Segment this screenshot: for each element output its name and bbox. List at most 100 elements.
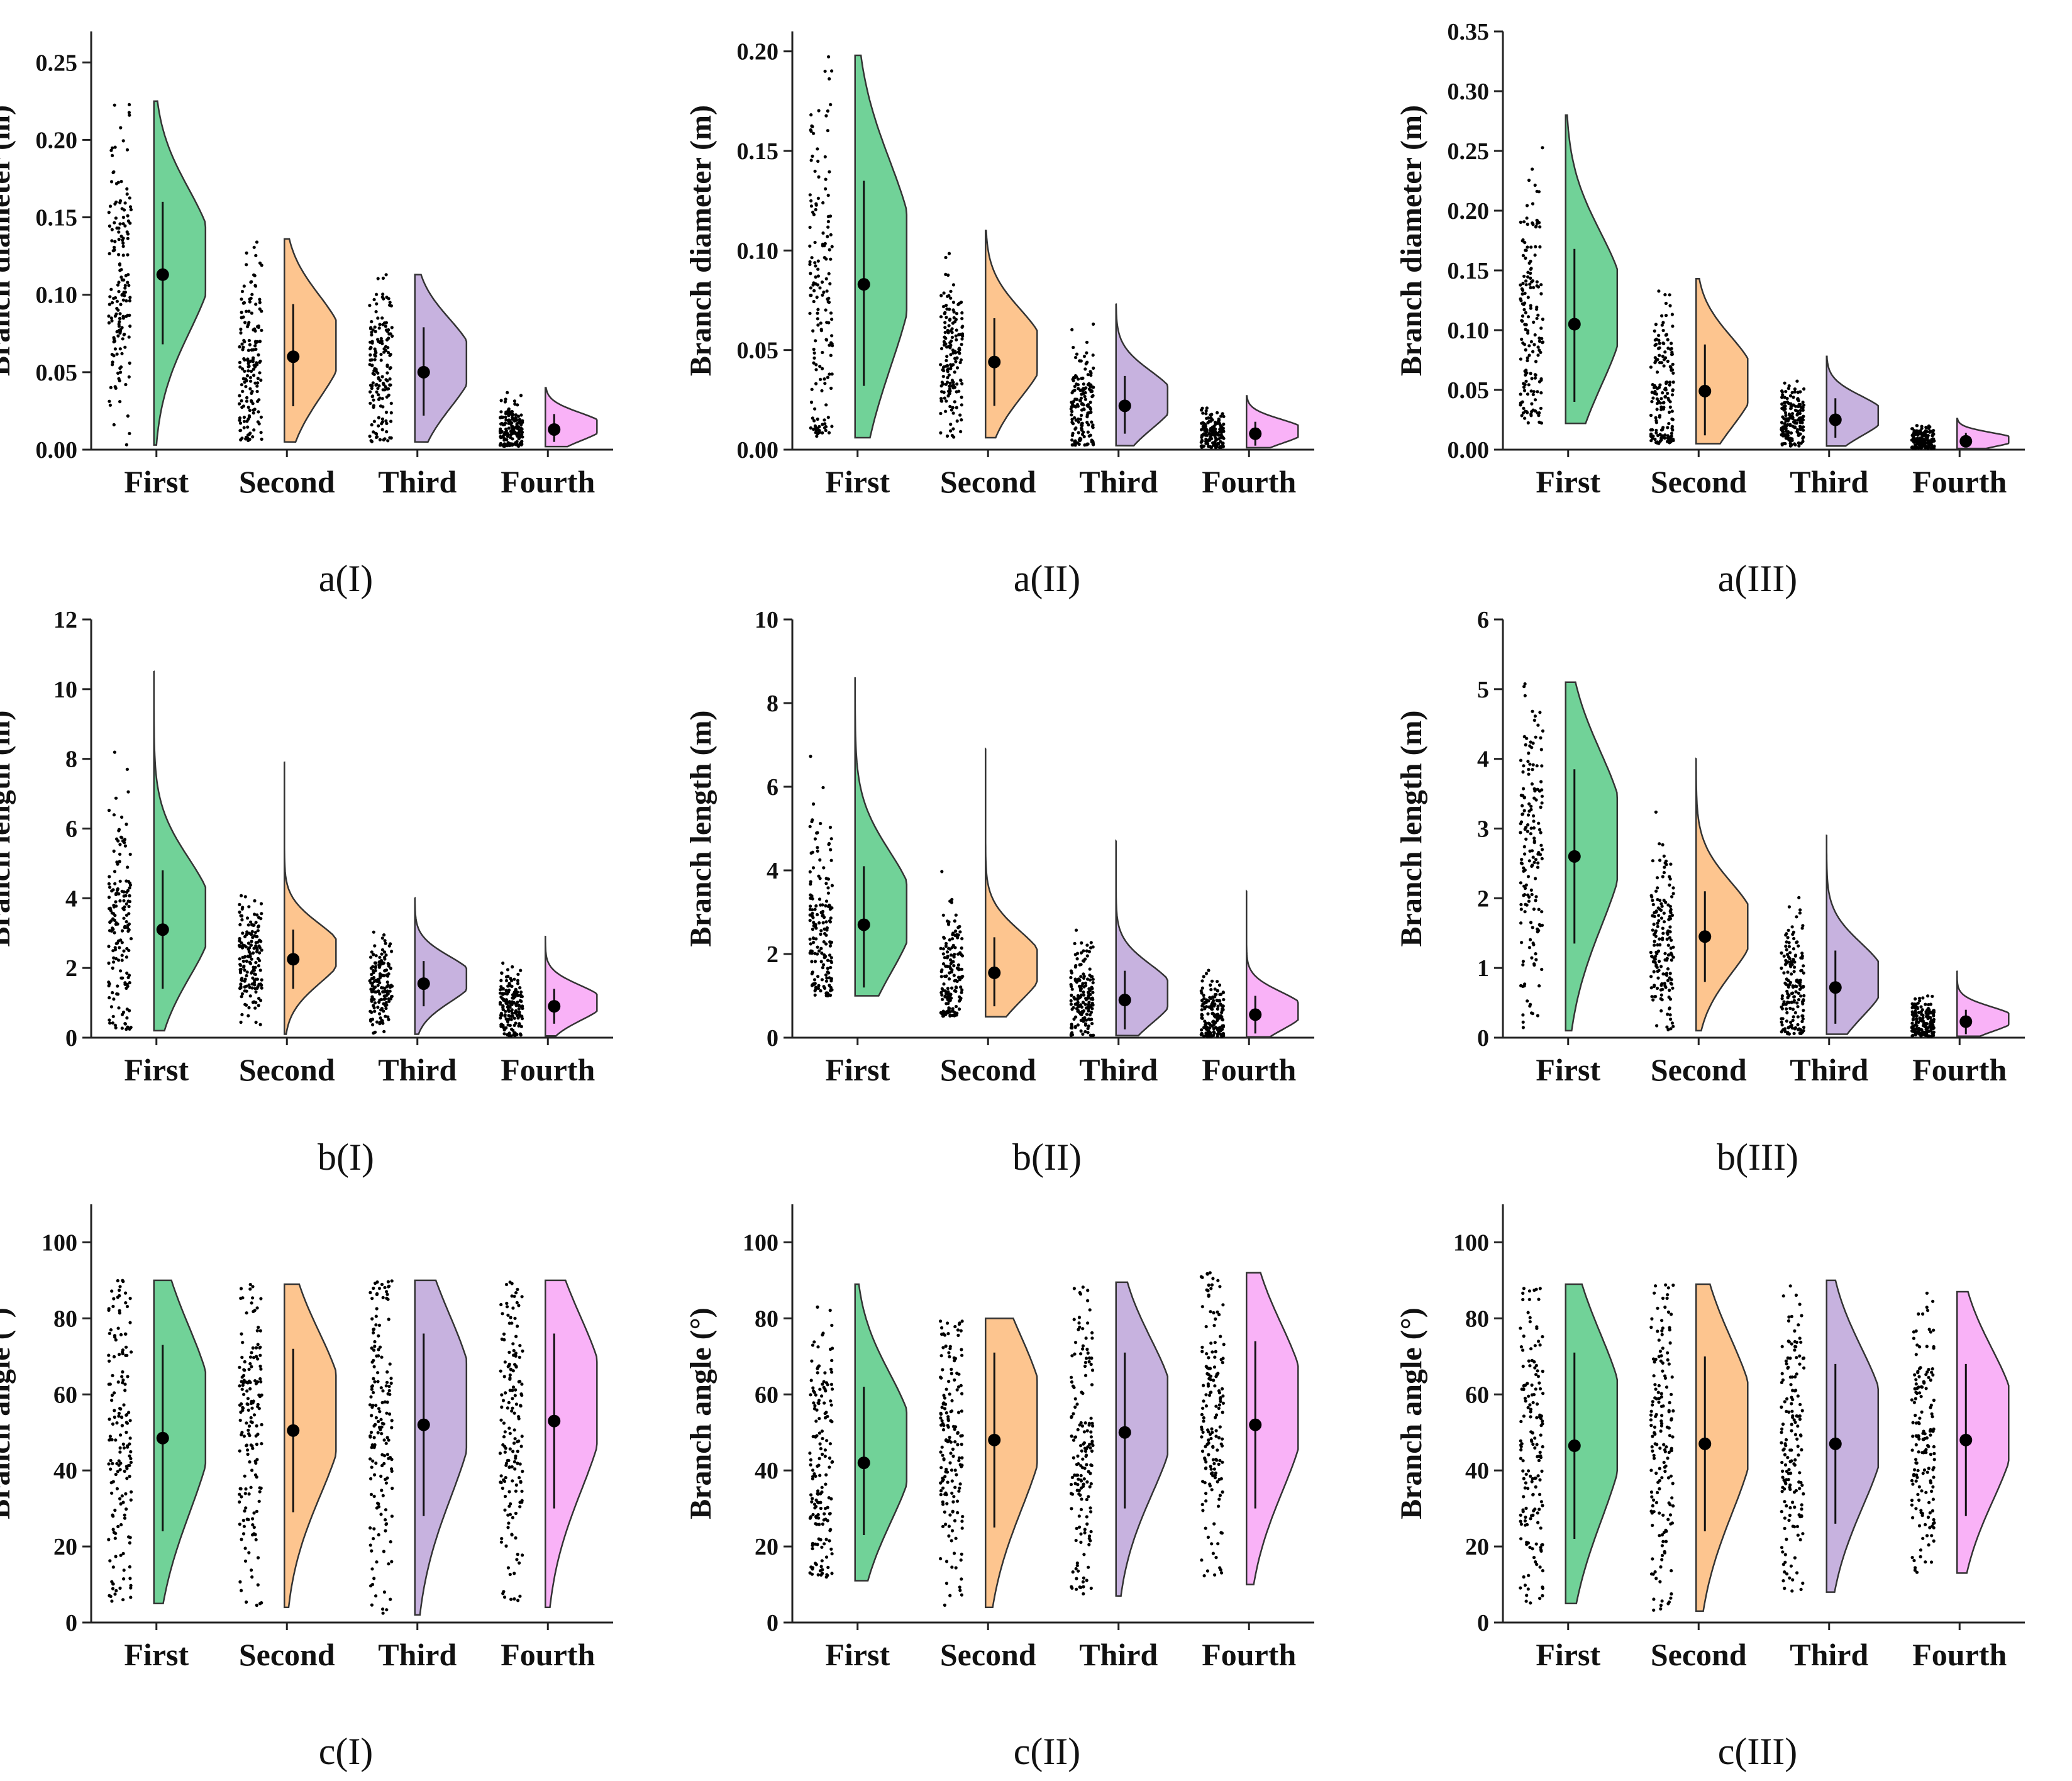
raw-point — [1522, 274, 1526, 278]
raw-point — [1073, 384, 1077, 389]
raw-point — [951, 283, 955, 287]
raw-point — [511, 1516, 515, 1519]
raw-point — [1221, 1018, 1225, 1022]
raw-point — [371, 1023, 375, 1027]
raw-point — [253, 1006, 257, 1010]
raw-point — [1666, 426, 1670, 430]
raw-point — [813, 407, 817, 411]
raw-point — [108, 1434, 112, 1438]
y-axis-label: Branch diameter (m) — [684, 105, 717, 376]
raw-point — [116, 984, 119, 988]
series-fourth: Fourth — [498, 387, 598, 499]
raw-point — [1797, 896, 1801, 899]
raw-point — [808, 262, 812, 266]
raw-point — [1200, 1014, 1204, 1018]
raw-point — [1070, 987, 1074, 991]
raw-point — [1531, 926, 1534, 929]
y-axis-label: Branch angle (°) — [0, 1307, 16, 1519]
raw-point — [809, 942, 812, 946]
raw-point — [947, 999, 951, 1003]
raw-point — [1671, 892, 1675, 896]
raw-point — [254, 1021, 258, 1024]
raw-point — [499, 1480, 502, 1484]
raw-point — [954, 1013, 958, 1016]
series-third: Third — [1069, 839, 1169, 1087]
raw-point — [390, 1514, 394, 1518]
raw-point — [949, 423, 953, 426]
raw-point — [111, 1582, 115, 1586]
raw-point — [827, 272, 831, 275]
raw-point — [946, 328, 950, 333]
raw-point — [1792, 936, 1796, 941]
raw-point — [126, 232, 130, 236]
raw-point — [1780, 1023, 1784, 1027]
raw-point — [119, 126, 123, 130]
raw-point — [943, 312, 946, 316]
series-second: Second — [939, 747, 1038, 1087]
raw-point — [499, 988, 502, 992]
raw-point — [944, 1013, 948, 1016]
raw-point — [1537, 821, 1541, 825]
raw-point — [819, 1573, 823, 1577]
raw-point — [1663, 433, 1667, 437]
raw-point — [816, 1489, 820, 1493]
raw-point — [1783, 1029, 1787, 1033]
raw-point — [1910, 438, 1914, 442]
raw-point — [1217, 1016, 1221, 1020]
mean-marker — [857, 278, 870, 291]
raw-point — [1655, 370, 1659, 374]
raw-point — [1659, 965, 1663, 968]
x-tick-label: Second — [940, 1637, 1036, 1672]
raw-point — [809, 401, 814, 404]
raw-point — [370, 333, 374, 337]
raw-point — [506, 1023, 510, 1027]
raw-point — [1668, 883, 1671, 887]
raw-point — [1792, 999, 1796, 1002]
raw-point — [958, 930, 962, 934]
raw-point — [1524, 379, 1528, 383]
raw-point — [368, 1403, 372, 1407]
raw-point — [1081, 1032, 1085, 1036]
series-second: Second — [1649, 278, 1749, 499]
raw-point — [118, 320, 121, 324]
raw-point — [120, 1494, 124, 1498]
raw-point — [951, 931, 955, 935]
raw-point — [116, 371, 120, 375]
raw-point — [511, 1479, 514, 1483]
raw-point — [248, 994, 252, 998]
raw-point — [825, 976, 829, 980]
raw-point — [504, 1462, 509, 1465]
raw-point — [1519, 831, 1522, 835]
raw-point — [242, 964, 246, 968]
raw-point — [1221, 1004, 1225, 1008]
raw-point — [383, 939, 387, 943]
violin-fourth — [545, 1279, 598, 1609]
raw-point — [372, 997, 376, 1001]
raw-point — [252, 1000, 256, 1004]
raw-point — [939, 975, 943, 979]
raw-point — [1789, 1021, 1793, 1024]
raw-point — [111, 153, 114, 157]
raw-point — [1532, 819, 1536, 823]
raw-point — [1521, 292, 1524, 296]
raw-point — [128, 1463, 131, 1467]
raw-point — [942, 340, 946, 344]
raw-point — [1802, 387, 1806, 391]
raw-point — [829, 858, 833, 862]
raw-point — [1802, 1029, 1805, 1033]
raw-point — [371, 394, 375, 398]
raw-point — [809, 882, 812, 886]
raw-point — [371, 977, 375, 980]
raw-point — [255, 913, 259, 917]
raw-point — [1218, 445, 1222, 449]
raw-point — [244, 1506, 248, 1510]
raw-point — [1657, 960, 1661, 963]
raw-point — [374, 1416, 379, 1419]
raw-point — [120, 815, 124, 819]
raw-point — [960, 988, 964, 992]
raw-point — [370, 330, 374, 334]
raw-point — [1536, 313, 1540, 317]
raw-point — [1793, 1011, 1797, 1014]
raw-point — [820, 1485, 824, 1489]
